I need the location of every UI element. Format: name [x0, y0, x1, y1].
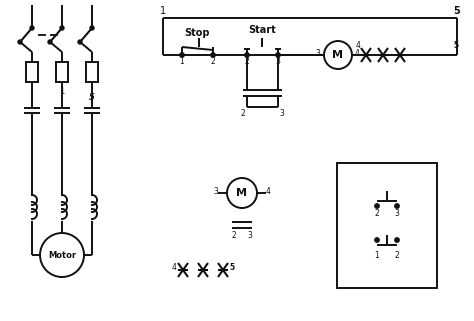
Text: 3: 3 — [280, 108, 284, 117]
Circle shape — [18, 40, 22, 44]
Circle shape — [211, 53, 215, 57]
Text: 1: 1 — [160, 6, 166, 16]
Text: 1: 1 — [374, 250, 379, 259]
Text: 5: 5 — [454, 41, 458, 50]
Circle shape — [30, 26, 34, 30]
Circle shape — [395, 204, 399, 208]
Text: Motor: Motor — [48, 250, 76, 259]
Text: 2: 2 — [232, 231, 237, 240]
Circle shape — [60, 26, 64, 30]
Bar — [337, 163, 437, 288]
Circle shape — [48, 40, 52, 44]
Text: 3: 3 — [316, 49, 320, 58]
Bar — [56, 62, 68, 82]
Circle shape — [276, 53, 280, 57]
Text: 2: 2 — [245, 56, 249, 65]
Text: Stop: Stop — [185, 28, 210, 38]
Text: 5: 5 — [454, 6, 460, 16]
Text: 1: 1 — [180, 56, 184, 65]
Circle shape — [375, 238, 379, 242]
Text: 2: 2 — [374, 209, 379, 218]
Bar — [86, 62, 98, 82]
Circle shape — [245, 53, 249, 57]
Text: 2: 2 — [210, 56, 215, 65]
Text: 3: 3 — [247, 231, 253, 240]
Circle shape — [395, 238, 399, 242]
Circle shape — [40, 233, 84, 277]
Text: 5: 5 — [89, 92, 95, 101]
Circle shape — [78, 40, 82, 44]
Text: Start: Start — [249, 25, 276, 35]
Text: 1: 1 — [59, 86, 64, 96]
Circle shape — [227, 178, 257, 208]
Text: M: M — [237, 188, 247, 198]
Circle shape — [180, 53, 184, 57]
Text: M: M — [332, 50, 344, 60]
Text: 3: 3 — [394, 209, 400, 218]
Text: 2: 2 — [395, 250, 400, 259]
Text: 4: 4 — [355, 49, 359, 58]
Bar — [26, 62, 38, 82]
Circle shape — [324, 41, 352, 69]
Circle shape — [90, 26, 94, 30]
Text: 3: 3 — [275, 56, 281, 65]
Text: 4: 4 — [172, 264, 176, 273]
Text: 3: 3 — [214, 187, 219, 196]
Text: 4: 4 — [265, 187, 271, 196]
Circle shape — [375, 204, 379, 208]
Text: 5: 5 — [229, 264, 235, 273]
Text: 4: 4 — [356, 41, 360, 50]
Text: 2: 2 — [241, 108, 246, 117]
